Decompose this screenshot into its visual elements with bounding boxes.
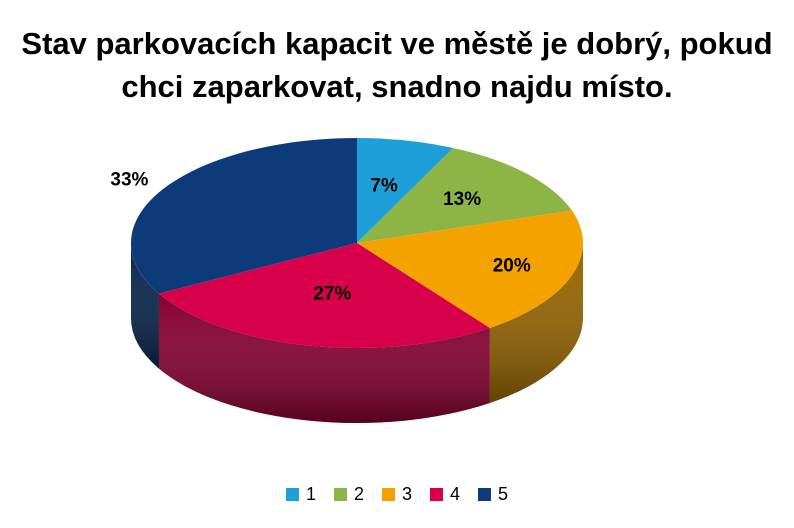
legend-label-3: 3 bbox=[401, 484, 412, 504]
pie-slice-side-shade-5 bbox=[131, 243, 159, 369]
data-label-1: 7% bbox=[370, 176, 398, 197]
legend-item-2: 2 bbox=[333, 484, 364, 505]
data-label-3: 20% bbox=[493, 255, 531, 276]
chart-title: Stav parkovacích kapacit ve městě je dob… bbox=[0, 22, 794, 108]
legend-label-5: 5 bbox=[498, 484, 509, 504]
pie-slice-5 bbox=[130, 138, 357, 294]
legend-label-1: 1 bbox=[305, 484, 316, 504]
data-label-4: 27% bbox=[313, 283, 351, 304]
legend-item-5: 5 bbox=[478, 484, 508, 505]
legend-swatch-5 bbox=[478, 488, 492, 501]
pie-slice-side-shade-3 bbox=[489, 243, 583, 403]
legend-item-3: 3 bbox=[381, 484, 412, 505]
legend-swatch-3 bbox=[381, 488, 395, 501]
legend-label-2: 2 bbox=[353, 484, 364, 504]
pie-slice-3 bbox=[357, 210, 583, 328]
legend-item-1: 1 bbox=[285, 484, 316, 505]
chart-title-line-2: chci zaparkovat, snadno najdu místo. bbox=[121, 69, 673, 104]
legend-label-4: 4 bbox=[450, 484, 461, 504]
legend: 1 2 3 4 5 bbox=[0, 484, 794, 505]
chart-title-line-1: Stav parkovacích kapacit ve městě je dob… bbox=[21, 26, 773, 61]
legend-swatch-4 bbox=[430, 488, 443, 501]
legend-item-4: 4 bbox=[430, 484, 460, 505]
data-label-2: 13% bbox=[443, 189, 481, 210]
legend-swatch-2 bbox=[333, 488, 347, 501]
legend-swatch-1 bbox=[285, 488, 299, 501]
pie-slice-4 bbox=[158, 243, 490, 349]
data-label-5: 33% bbox=[110, 169, 148, 190]
pie-slice-2 bbox=[357, 147, 572, 243]
pie-slice-1 bbox=[357, 138, 454, 243]
pie-slice-side-shade-4 bbox=[158, 293, 490, 423]
